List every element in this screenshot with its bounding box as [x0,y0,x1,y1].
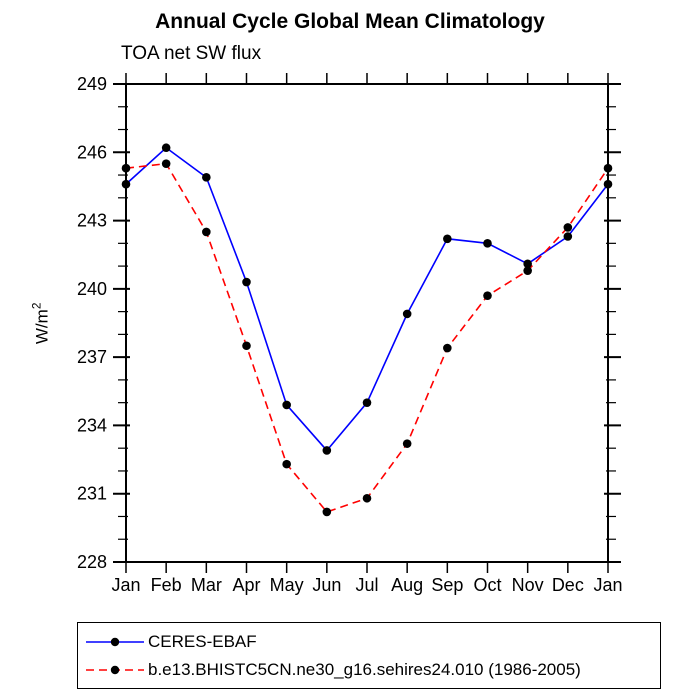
y-tick-label: 249 [77,74,107,94]
data-point-ceres-ebaf-jan [121,179,131,189]
x-tick-label: Mar [191,575,222,595]
x-tick-label: May [270,575,304,595]
legend-solid-line-marker-icon [86,637,144,647]
y-tick-label: 234 [77,415,107,435]
legend-dashed-line-marker-icon [86,665,144,675]
x-tick-label: Feb [151,575,182,595]
y-tick-label: 243 [77,211,107,231]
data-point-model-run-dec [563,223,573,232]
x-tick-label: Sep [431,575,463,595]
legend-label-model-run: b.e13.BHISTC5CN.ne30_g16.sehires24.010 (… [148,660,581,679]
data-point-ceres-ebaf-sep [443,234,452,244]
data-point-model-run-feb [161,159,171,168]
data-point-ceres-ebaf-feb [161,143,171,153]
data-point-model-run-sep [443,343,452,353]
x-tick-label: Jan [593,575,622,595]
chart-title: Annual Cycle Global Mean Climatology [155,10,545,33]
legend-box: CERES-EBAF b.e13.BHISTC5CN.ne30_g16.sehi… [77,622,661,689]
legend-entry-model-run: b.e13.BHISTC5CN.ne30_g16.sehires24.010 (… [85,656,656,684]
data-point-ceres-ebaf-nov [523,259,532,269]
legend-entry-ceres-ebaf: CERES-EBAF [85,628,656,656]
data-point-model-run-mar [202,227,211,237]
x-tick-label: Apr [232,575,260,595]
y-tick-label: 237 [77,347,107,367]
x-tick-label: Aug [391,575,423,595]
data-point-ceres-ebaf-oct [483,239,492,248]
data-point-ceres-ebaf-dec [563,232,573,241]
data-point-model-run-aug [402,439,412,448]
y-tick-label: 246 [77,142,107,162]
data-point-model-run-jun [322,507,332,517]
data-point-ceres-ebaf-mar [202,173,211,182]
data-point-ceres-ebaf-aug [402,309,412,319]
x-tick-label: Jan [111,575,140,595]
data-point-model-run-apr [242,341,251,351]
x-tick-label: Jun [312,575,341,595]
y-tick-label: 228 [77,552,107,572]
data-point-ceres-ebaf-may [282,400,291,410]
data-point-ceres-ebaf-jul [362,398,372,407]
data-point-model-run-nov [523,266,532,275]
x-tick-label: Dec [552,575,584,595]
y-tick-label: 231 [77,484,107,504]
data-point-ceres-ebaf-jan [603,179,613,189]
data-point-ceres-ebaf-jun [322,446,332,455]
data-point-model-run-oct [483,291,492,300]
legend-label-ceres-ebaf: CERES-EBAF [148,632,257,651]
data-point-model-run-jan [603,163,613,173]
x-tick-label: Oct [473,575,501,595]
data-point-model-run-jan [121,163,131,173]
x-tick-label: Jul [355,575,378,595]
x-tick-label: Nov [512,575,544,595]
data-point-model-run-jul [362,493,372,503]
chart-subtitle: TOA net SW flux [121,43,262,64]
data-point-model-run-may [282,459,291,469]
data-point-ceres-ebaf-apr [242,277,251,287]
series-line-model-run [125,162,609,513]
y-tick-label: 240 [77,279,107,299]
